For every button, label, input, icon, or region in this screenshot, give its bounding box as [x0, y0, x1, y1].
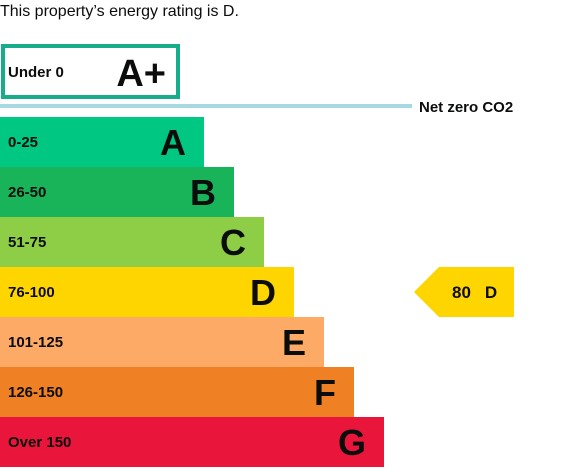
- band-d: [0, 267, 294, 317]
- current-rating-arrow: [414, 267, 514, 317]
- band-d-range: 76-100: [8, 284, 55, 301]
- band-a-letter: A: [160, 122, 186, 163]
- band-b: [0, 167, 234, 217]
- net-zero-label: Net zero CO2: [419, 99, 513, 116]
- band-a: [0, 117, 204, 167]
- band-b-letter: B: [190, 172, 216, 213]
- band-g: [0, 417, 384, 467]
- band-c-range: 51-75: [8, 234, 46, 251]
- band-f-letter: F: [314, 372, 336, 413]
- current-rating-letter: D: [485, 283, 497, 302]
- current-rating-value: 80 D: [452, 283, 497, 302]
- band-a-plus-letter: A+: [116, 53, 166, 95]
- bands: Under 0 A+ 0-25 A 26-50 B 51-75 C 76-100 D 101-125…: [0, 44, 384, 467]
- band-g-letter: G: [338, 422, 366, 463]
- band-g-range: Over 150: [8, 434, 71, 451]
- band-a-plus-range: Under 0: [8, 64, 64, 81]
- band-c-letter: C: [220, 222, 246, 263]
- band-f-range: 126-150: [8, 384, 63, 401]
- band-f: [0, 367, 354, 417]
- band-e-range: 101-125: [8, 334, 63, 351]
- band-a-plus: [1, 44, 180, 99]
- band-d-letter: D: [250, 272, 276, 313]
- current-rating-marker: 80 D: [414, 267, 514, 317]
- band-a-range: 0-25: [8, 134, 38, 151]
- band-e: [0, 317, 324, 367]
- band-b-range: 26-50: [8, 184, 46, 201]
- band-e-letter: E: [282, 322, 306, 363]
- band-c: [0, 217, 264, 267]
- rating-caption: This property’s energy rating is D.: [0, 3, 239, 20]
- current-rating-number: 80: [452, 283, 471, 302]
